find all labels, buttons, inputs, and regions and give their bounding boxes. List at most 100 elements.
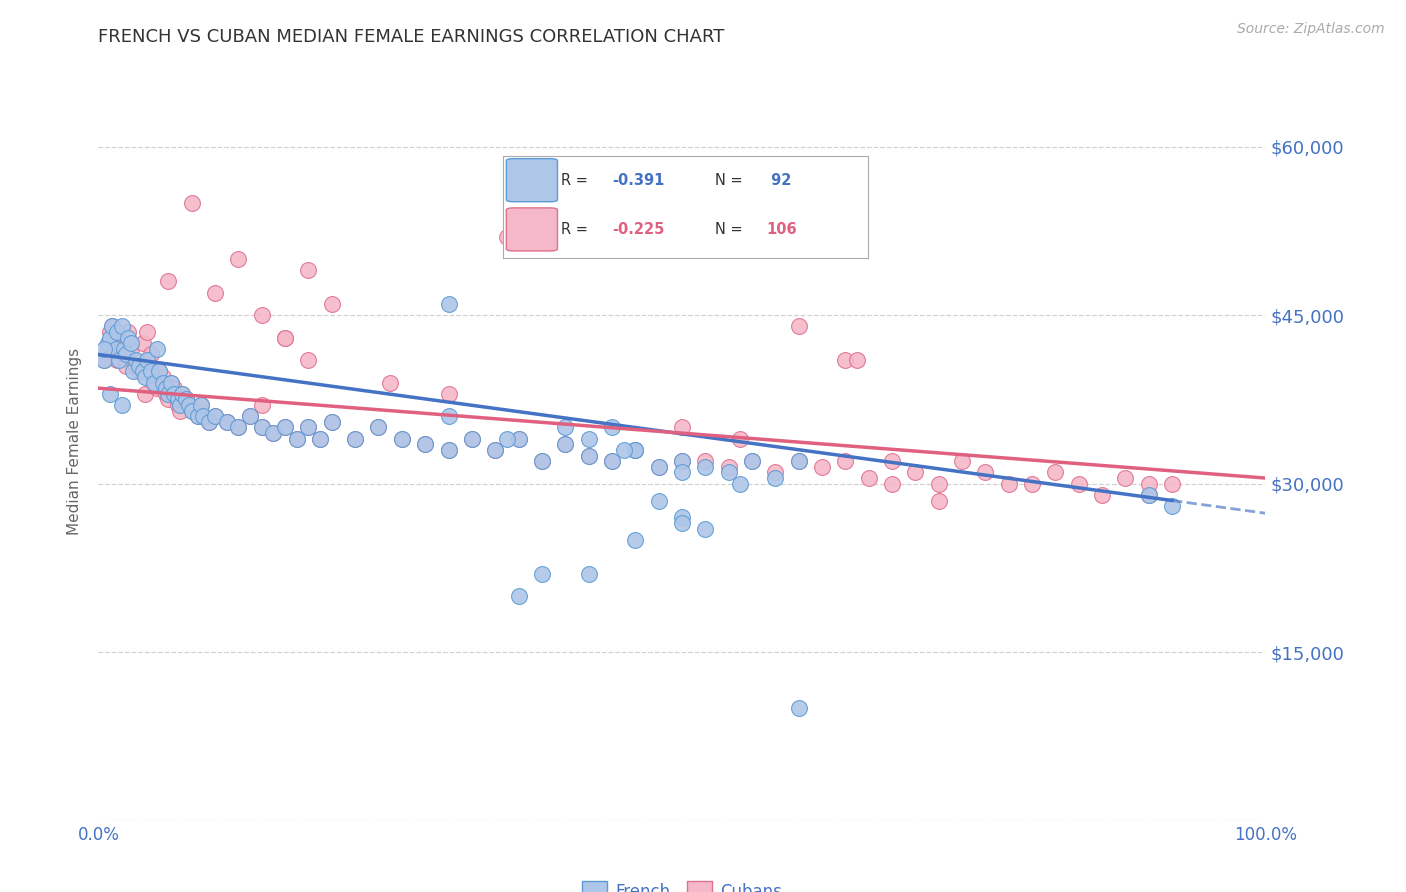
Cubans — [671, 454, 693, 468]
Cubans — [321, 415, 343, 429]
French — [122, 364, 145, 378]
Cubans — [250, 398, 273, 412]
Cubans — [159, 376, 181, 390]
French — [174, 392, 197, 407]
Cubans — [250, 308, 273, 322]
French — [671, 454, 693, 468]
Cubans — [134, 386, 156, 401]
French — [204, 409, 226, 424]
French — [198, 415, 221, 429]
FancyBboxPatch shape — [506, 159, 558, 202]
French — [132, 364, 155, 378]
French — [367, 420, 389, 434]
Cubans — [274, 420, 297, 434]
French — [111, 319, 134, 334]
Text: Source: ZipAtlas.com: Source: ZipAtlas.com — [1237, 22, 1385, 37]
Cubans — [128, 364, 150, 378]
Cubans — [730, 432, 752, 446]
Cubans — [132, 336, 155, 351]
French — [193, 409, 215, 424]
French — [1161, 499, 1184, 513]
French — [624, 442, 647, 457]
French — [187, 409, 209, 424]
French — [787, 701, 810, 715]
Cubans — [834, 353, 856, 368]
Cubans — [198, 415, 221, 429]
French — [239, 409, 262, 424]
Cubans — [1067, 476, 1090, 491]
French — [215, 415, 238, 429]
Cubans — [179, 398, 201, 412]
French — [1137, 488, 1160, 502]
French — [228, 420, 250, 434]
Cubans — [101, 319, 124, 334]
Cubans — [974, 466, 997, 480]
Cubans — [928, 476, 950, 491]
Cubans — [880, 476, 903, 491]
French — [671, 510, 693, 524]
Legend: French, Cubans: French, Cubans — [575, 874, 789, 892]
Cubans — [1021, 476, 1043, 491]
French — [128, 359, 150, 373]
French — [647, 459, 669, 474]
French — [695, 459, 717, 474]
French — [157, 386, 180, 401]
French — [93, 342, 115, 356]
Cubans — [139, 347, 162, 361]
French — [530, 454, 553, 468]
French — [787, 454, 810, 468]
Cubans — [1137, 488, 1160, 502]
French — [125, 353, 148, 368]
Cubans — [125, 359, 148, 373]
French — [98, 331, 121, 345]
Cubans — [1091, 488, 1114, 502]
Cubans — [624, 442, 647, 457]
French — [530, 566, 553, 581]
Cubans — [166, 398, 188, 412]
Cubans — [695, 454, 717, 468]
French — [461, 432, 484, 446]
Cubans — [950, 454, 973, 468]
French — [437, 442, 460, 457]
Cubans — [285, 432, 308, 446]
French — [508, 589, 530, 603]
Cubans — [321, 297, 343, 311]
Cubans — [115, 359, 138, 373]
French — [285, 432, 308, 446]
Text: R =: R = — [561, 222, 593, 237]
French — [578, 432, 600, 446]
Cubans — [391, 432, 413, 446]
French — [309, 432, 332, 446]
Cubans — [647, 459, 669, 474]
French — [180, 403, 202, 417]
Cubans — [108, 331, 131, 345]
Cubans — [787, 454, 810, 468]
French — [496, 432, 519, 446]
Cubans — [928, 493, 950, 508]
Cubans — [180, 403, 202, 417]
Cubans — [98, 325, 121, 339]
Cubans — [148, 364, 170, 378]
Cubans — [250, 420, 273, 434]
French — [108, 353, 131, 368]
Text: FRENCH VS CUBAN MEDIAN FEMALE EARNINGS CORRELATION CHART: FRENCH VS CUBAN MEDIAN FEMALE EARNINGS C… — [98, 28, 725, 45]
French — [730, 476, 752, 491]
FancyBboxPatch shape — [506, 208, 558, 251]
French — [163, 386, 186, 401]
Cubans — [169, 403, 191, 417]
French — [148, 364, 170, 378]
Cubans — [904, 466, 927, 480]
Cubans — [1045, 466, 1067, 480]
Cubans — [215, 415, 238, 429]
Cubans — [846, 353, 869, 368]
French — [413, 437, 436, 451]
Cubans — [262, 426, 284, 441]
French — [250, 420, 273, 434]
French — [93, 353, 115, 368]
French — [763, 471, 786, 485]
French — [155, 381, 177, 395]
French — [120, 336, 142, 351]
Cubans — [309, 432, 332, 446]
Cubans — [858, 471, 880, 485]
Cubans — [105, 353, 128, 368]
